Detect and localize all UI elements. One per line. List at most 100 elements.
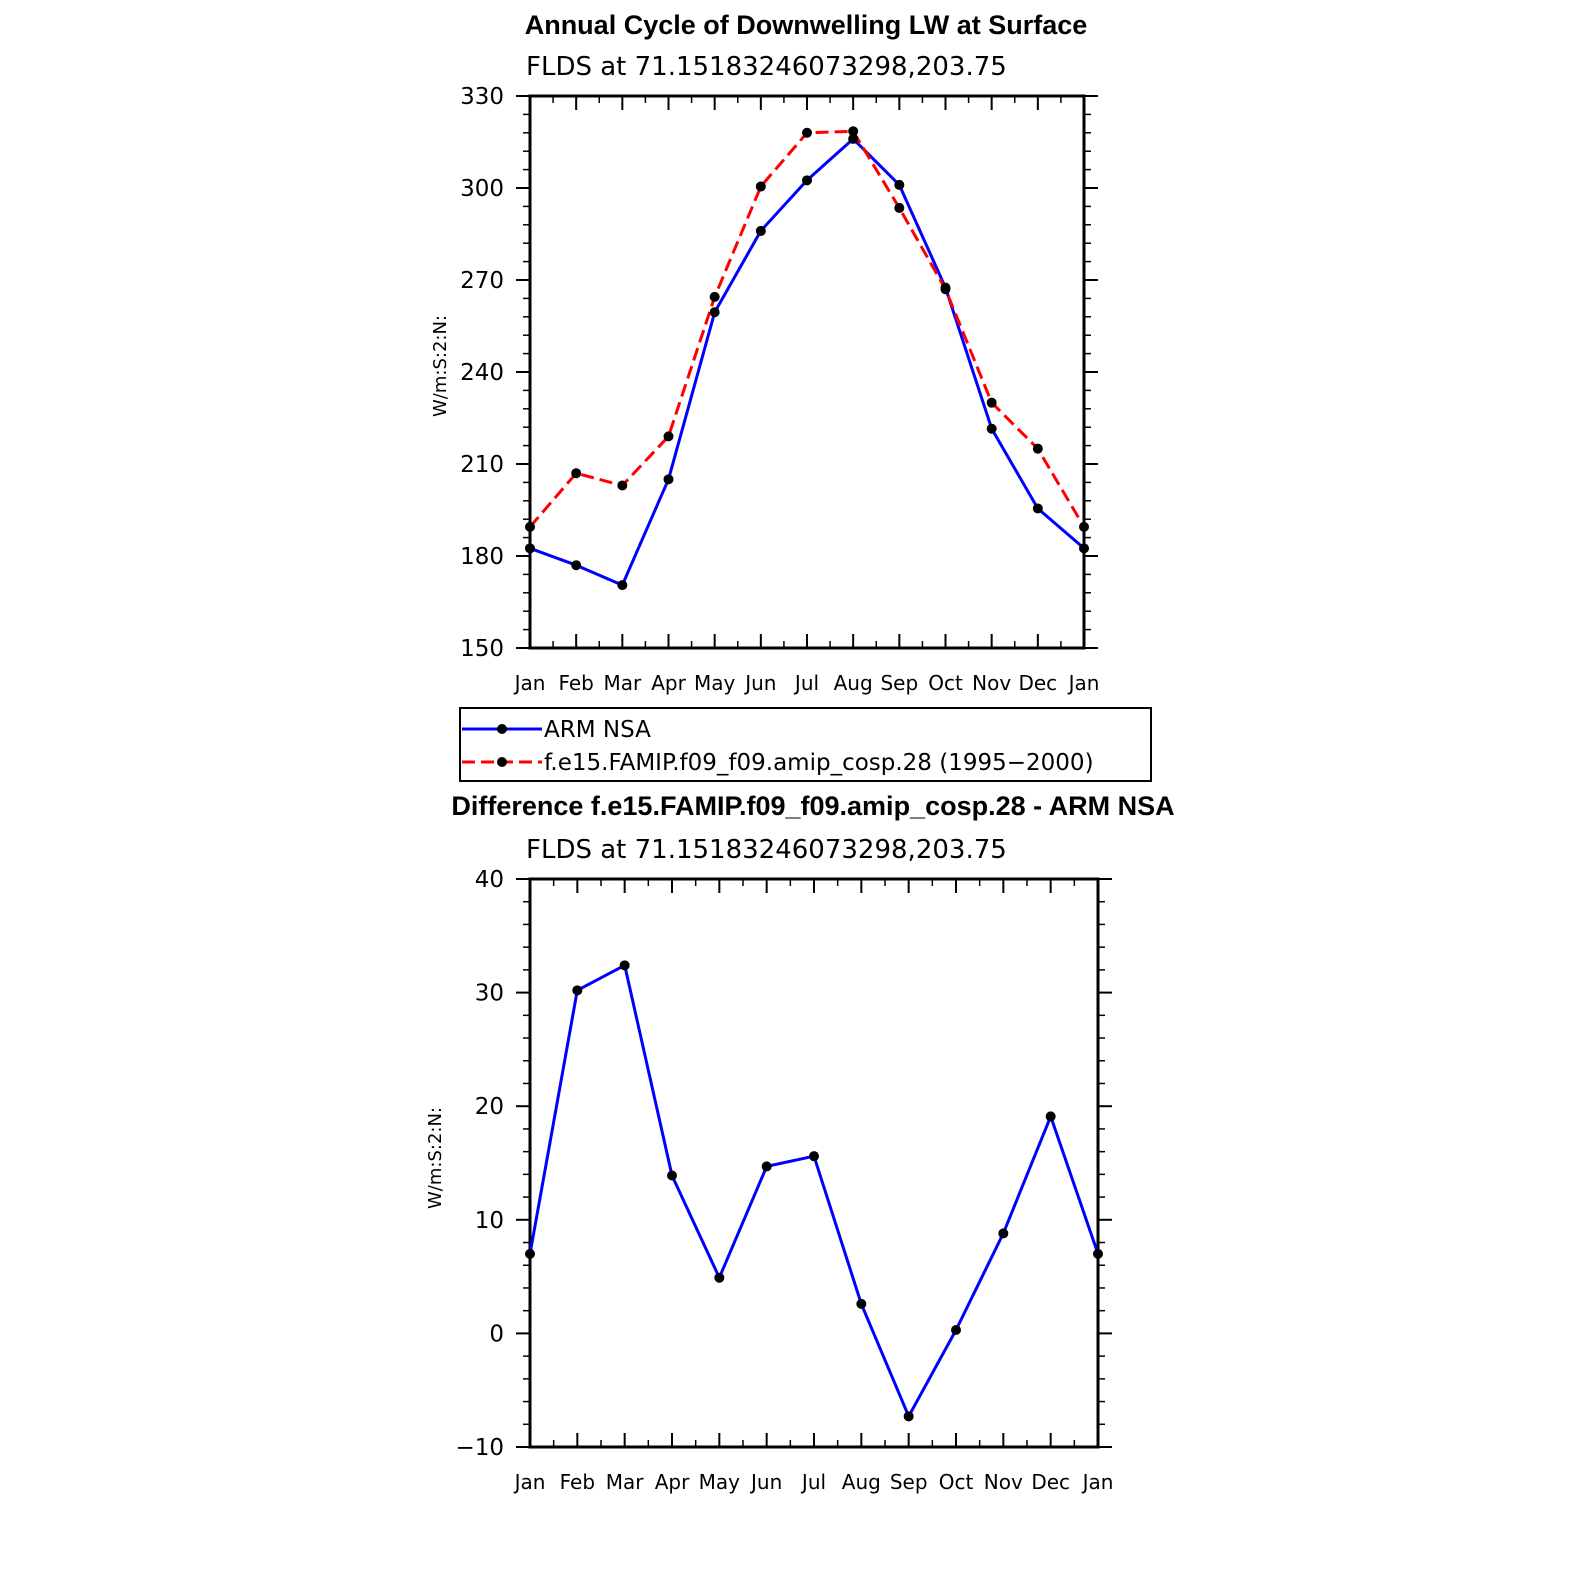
data-point-1 [848,126,859,137]
x-tick-label: Feb [560,1470,595,1494]
data-point-0 [714,1272,725,1283]
x-tick-label: May [694,671,736,695]
x-tick-label: Sep [880,671,918,695]
data-point-0 [848,133,859,144]
x-tick-label: Jun [743,671,776,695]
data-point-0 [998,1228,1009,1239]
y-axis-label: W/m:S:2:N: [425,1107,446,1209]
data-point-1 [525,521,535,532]
data-point-1 [755,181,766,192]
x-tick-label: Dec [1031,1470,1070,1494]
y-tick-label: 20 [475,1094,504,1120]
legend-entry-arm-nsa: ARM NSA [462,717,651,743]
y-tick-label: −10 [455,1435,504,1461]
y-tick-label: 40 [475,867,504,893]
x-tick-label: Apr [651,671,686,695]
data-point-1 [1032,443,1043,454]
legend-label-model: f.e15.FAMIP.f09_f09.amip_cosp.28 (1995−2… [544,750,1094,776]
x-tick-label: Jul [800,1470,826,1494]
data-point-1 [802,127,812,138]
data-point-0 [755,225,766,236]
data-point-1 [709,291,720,302]
data-point-0 [525,1248,535,1259]
y-tick-label: 270 [460,268,504,294]
y-tick-label: 300 [460,176,504,202]
data-point-0 [667,1170,677,1181]
data-point-0 [809,1151,819,1162]
legend-box [459,707,1152,782]
x-tick-label: Nov [984,1470,1023,1494]
data-point-0 [663,474,674,485]
data-point-0 [1093,1248,1103,1259]
y-tick-label: 240 [460,360,504,386]
x-tick-label: Jul [793,671,819,695]
plot-area: Jan Feb Mar Apr May Jun Jul Aug Sep Oct Nov Dec Jan−… [455,867,1113,1494]
data-point-0 [572,985,583,996]
chart-subtitle: FLDS at 71.15183246073298,203.75 [526,52,1007,82]
x-tick-label: Oct [928,671,963,695]
x-tick-label: Jan [1067,671,1100,695]
y-tick-label: 10 [475,1208,504,1234]
x-tick-label: Mar [603,671,642,695]
data-point-0 [571,560,582,571]
chart-subtitle: FLDS at 71.15183246073298,203.75 [526,835,1007,865]
data-point-0 [617,580,628,591]
x-tick-label: May [699,1470,741,1494]
plot-frame [528,877,1100,1449]
data-point-1 [986,397,997,408]
y-tick-label: 30 [475,981,504,1007]
y-tick-label: 210 [460,452,504,478]
chart-title: Annual Cycle of Downwelling LW at Surfac… [525,10,1088,40]
chart-title: Difference f.e15.FAMIP.f09_f09.amip_cosp… [451,791,1174,821]
data-point-0 [802,175,812,186]
data-point-0 [951,1324,961,1335]
data-point-0 [903,1411,914,1422]
y-tick-label: 0 [489,1321,504,1347]
x-tick-label: Jun [749,1470,782,1494]
data-point-0 [1079,543,1089,554]
data-point-0 [1032,503,1043,514]
legend-marker-model [497,757,507,767]
data-point-0 [894,179,905,190]
x-tick-label: Aug [842,1470,881,1494]
x-tick-label: Dec [1018,671,1057,695]
data-point-0 [1045,1111,1056,1122]
y-axis-label: W/m:S:2:N: [430,315,451,417]
legend-label-arm-nsa: ARM NSA [544,717,651,743]
data-point-0 [525,543,535,554]
y-tick-label: 330 [460,84,504,110]
series-line-0 [528,963,1100,1418]
x-tick-label: Oct [939,1470,974,1494]
data-point-0 [709,307,720,318]
series-line-1 [528,129,1086,528]
x-tick-label: Jan [1081,1470,1114,1494]
data-point-1 [940,284,951,295]
x-tick-label: Jan [513,1470,546,1494]
data-point-1 [1079,521,1089,532]
plot-area: Jan Feb Mar Apr May Jun Jul Aug Sep Oct Nov Dec Jan 1… [460,84,1099,695]
x-tick-label: Aug [834,671,873,695]
data-point-1 [663,431,674,442]
data-point-0 [761,1161,772,1172]
data-point-0 [619,960,630,971]
x-tick-label: Jan [513,671,546,695]
legend: ARM NSA f.e15.FAMIP.f09_f09.amip_cosp.28… [459,707,1152,782]
x-tick-label: Mar [606,1470,645,1494]
x-tick-label: Apr [655,1470,690,1494]
difference-chart: Difference f.e15.FAMIP.f09_f09.amip_cosp… [425,791,1175,1494]
data-point-0 [986,423,997,434]
legend-marker-arm-nsa [497,724,507,734]
y-tick-label: 150 [460,636,504,662]
y-tick-label: 180 [460,544,504,570]
x-tick-label: Feb [558,671,593,695]
x-tick-label: Nov [972,671,1011,695]
data-point-1 [894,202,905,213]
series-line-0 [529,137,1085,587]
data-point-1 [571,468,582,479]
annual-cycle-chart: Annual Cycle of Downwelling LW at Surfac… [430,10,1099,695]
data-point-1 [617,480,628,491]
legend-entry-model: f.e15.FAMIP.f09_f09.amip_cosp.28 (1995−2… [462,750,1094,776]
data-point-0 [856,1298,867,1309]
x-tick-label: Sep [890,1470,928,1494]
